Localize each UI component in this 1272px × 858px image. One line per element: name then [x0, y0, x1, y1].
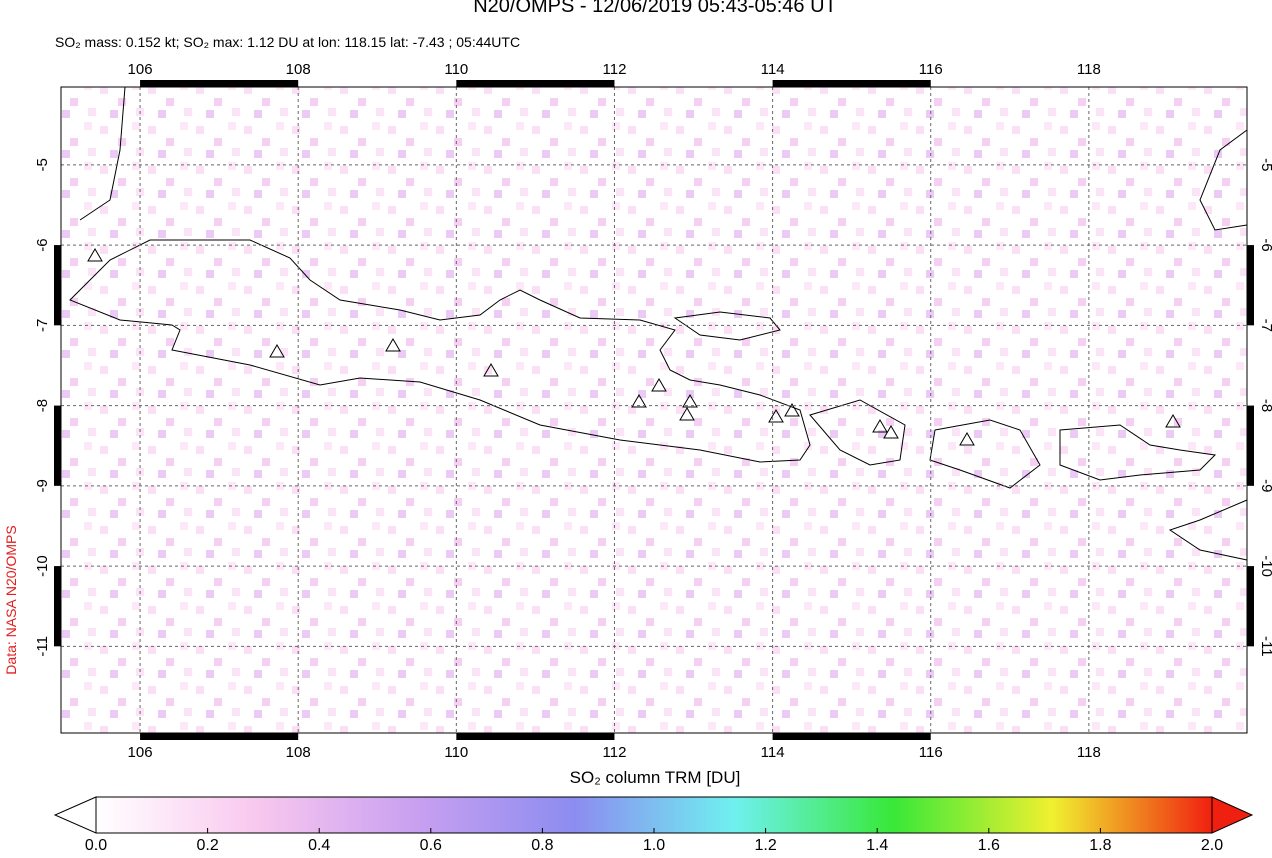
colorbar-tick-label: 1.8 — [1089, 837, 1111, 853]
y-tick-label: -11 — [1258, 636, 1272, 657]
frame-bar — [1247, 405, 1254, 486]
subtitle: SO₂ mass: 0.152 kt; SO₂ max: 1.12 DU at … — [55, 34, 520, 50]
frame-bar — [772, 80, 931, 87]
x-tick-label: 106 — [128, 61, 153, 78]
y-tick-label: -5 — [34, 158, 51, 171]
colorbar-tick-label: 0.2 — [196, 837, 218, 853]
colorbar-tick-label: 1.4 — [866, 837, 888, 853]
colorbar-tick-label: 0.0 — [85, 837, 107, 853]
colorbar-over — [1211, 796, 1254, 834]
x-tick-label: 106 — [128, 744, 153, 761]
colorbar-bar — [95, 796, 1213, 834]
frame-bar — [456, 80, 615, 87]
colorbar-tick-label: 0.4 — [308, 837, 330, 853]
frame-bar — [54, 566, 61, 647]
x-tick-label: 114 — [761, 744, 785, 761]
x-tick-label: 108 — [286, 61, 311, 78]
volcanoes — [87, 248, 1181, 446]
map-area — [61, 87, 1247, 733]
frame-bar — [140, 733, 299, 740]
y-tick-label: -6 — [1258, 238, 1272, 251]
y-tick-label: -7 — [1258, 319, 1272, 332]
frame-bar — [1247, 566, 1254, 647]
frame-bar — [140, 80, 299, 87]
y-tick-label: -10 — [1258, 555, 1272, 577]
x-tick-label: 112 — [603, 61, 627, 78]
frame-bar — [772, 733, 931, 740]
frame-bar — [456, 733, 615, 740]
y-tick-label: -9 — [1258, 479, 1272, 492]
colorbar-tick-label: 0.8 — [531, 837, 553, 853]
colorbar: 0.0 0.2 0.4 0.6 0.8 1.0 1.2 1.4 1.6 1.8 2.0 — [53, 796, 1254, 854]
x-tick-label: 118 — [1077, 61, 1101, 78]
frame-bar — [1247, 245, 1254, 326]
credit: Data: NASA N20/OMPS — [3, 525, 19, 674]
y-tick-label: -6 — [34, 238, 51, 251]
x-tick-label: 118 — [1077, 744, 1101, 761]
map-frame — [60, 86, 1248, 734]
coastline — [69, 86, 1248, 561]
colorbar-label: SO₂ column TRM [DU] — [570, 768, 741, 787]
x-tick-label: 116 — [919, 61, 943, 78]
frame-bar — [54, 405, 61, 486]
colorbar-tick-label: 2.0 — [1201, 837, 1223, 853]
x-tick-label: 112 — [603, 744, 627, 761]
x-tick-label: 114 — [761, 61, 785, 78]
x-tick-label: 116 — [919, 744, 943, 761]
y-tick-label: -7 — [34, 319, 51, 332]
y-tick-label: -10 — [34, 555, 51, 577]
colorbar-tick-label: 1.6 — [978, 837, 1000, 853]
y-tick-label: -5 — [1258, 158, 1272, 171]
colorbar-tick-label: 1.0 — [643, 837, 665, 853]
axes: 106 106 108 108 110 110 112 112 114 114 116 116 118 1… — [34, 61, 1272, 761]
colorbar-under — [53, 796, 97, 834]
colorbar-tick-label: 1.2 — [754, 837, 776, 853]
y-tick-label: -8 — [34, 399, 51, 412]
y-tick-label: -11 — [34, 636, 51, 657]
x-tick-label: 110 — [444, 61, 468, 78]
colorbar-tick-label: 0.6 — [420, 837, 442, 853]
y-tick-label: -8 — [1258, 399, 1272, 412]
x-tick-label: 110 — [444, 744, 468, 761]
x-tick-label: 108 — [286, 744, 311, 761]
frame-bar — [54, 245, 61, 326]
title: N20/OMPS - 12/06/2019 05:43-05:46 UT — [473, 0, 837, 17]
y-tick-label: -9 — [34, 479, 51, 492]
